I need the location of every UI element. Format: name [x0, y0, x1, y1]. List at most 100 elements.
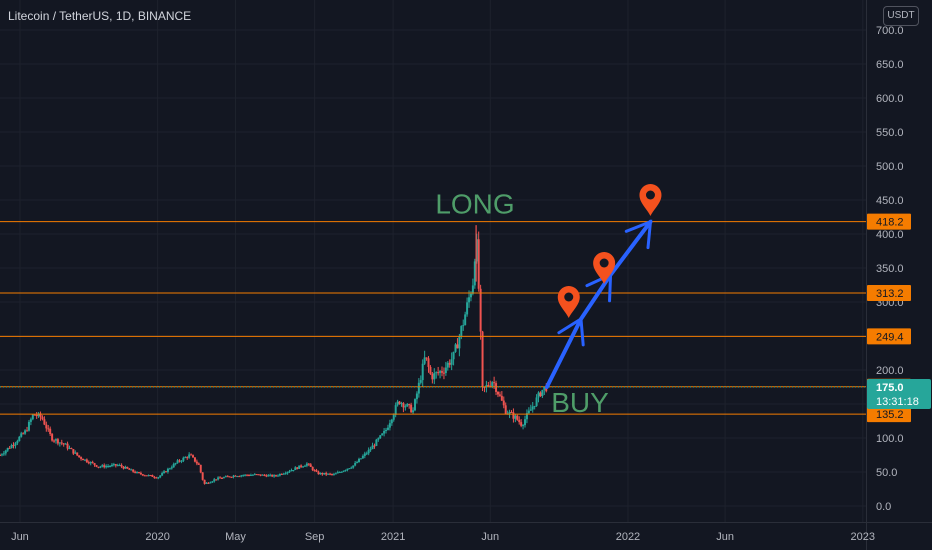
candle-body	[334, 473, 337, 475]
candle-body	[373, 445, 376, 447]
candle-body	[120, 465, 123, 467]
candle-body	[72, 449, 75, 454]
x-tick-label: Jun	[481, 531, 499, 543]
candle-body	[288, 471, 291, 473]
y-tick-label: 0.0	[876, 501, 891, 513]
level-price-label: 313.2	[876, 288, 904, 300]
candle-body	[199, 464, 202, 473]
countdown-label: 13:31:18	[876, 396, 919, 408]
map-pin-shape	[639, 184, 662, 216]
candle-body	[220, 477, 223, 479]
candle-body	[286, 471, 289, 474]
level-price-tag	[867, 328, 911, 345]
y-tick-label: 350.0	[876, 263, 904, 275]
candle-body	[39, 413, 42, 418]
candle-body	[105, 466, 108, 468]
candle-body	[178, 460, 181, 462]
candle-body	[419, 380, 422, 383]
candle-body	[504, 405, 507, 414]
candle-body	[93, 463, 96, 466]
candle-body	[193, 457, 196, 462]
candle-body	[473, 261, 476, 286]
candle-body	[282, 473, 285, 475]
candle-body	[114, 464, 117, 466]
candle-body	[313, 470, 316, 472]
candle-body	[26, 430, 29, 432]
candle-body	[359, 458, 362, 460]
x-tick-label: 2022	[616, 531, 640, 543]
candle-body	[433, 373, 436, 380]
candle-body	[128, 468, 131, 470]
candle-body	[396, 401, 399, 406]
symbol-title: Litecoin / TetherUS, 1D, BINANCE	[8, 9, 192, 23]
candle-body	[203, 479, 206, 484]
candle-body	[273, 475, 276, 477]
candle-body	[527, 410, 530, 414]
candle-body	[43, 419, 46, 425]
candle-body	[500, 395, 503, 401]
candle-body	[330, 473, 333, 475]
candle-body	[452, 351, 455, 360]
candle-body	[435, 372, 438, 374]
candle-body	[18, 436, 21, 442]
candle-body	[311, 466, 314, 471]
candle-body	[217, 477, 220, 480]
candle-body	[192, 455, 195, 458]
level-price-label: 135.2	[876, 409, 904, 421]
map-pin-hole	[645, 190, 655, 200]
candle-body	[230, 476, 233, 478]
candle-body	[493, 382, 496, 384]
candle-body	[442, 372, 445, 374]
candle-body	[350, 467, 353, 469]
x-tick-label: Jun	[11, 531, 29, 543]
candle-body	[545, 387, 548, 392]
candle-body	[514, 415, 517, 419]
candle-body	[10, 445, 13, 449]
candle-body	[263, 474, 266, 476]
candle-body	[255, 474, 258, 476]
candle-body	[116, 465, 119, 467]
candle-body	[302, 466, 305, 468]
candle-body	[53, 440, 56, 442]
candle-body	[475, 239, 478, 262]
candle-body	[327, 473, 330, 475]
candle-body	[107, 466, 110, 468]
candle-body	[439, 371, 442, 373]
map-pin-icon	[639, 184, 662, 216]
candle-body	[406, 404, 409, 407]
annotation-buy: BUY	[551, 387, 609, 418]
candle-body	[543, 387, 546, 390]
candle-body	[41, 417, 44, 420]
candle-body	[369, 449, 372, 451]
map-pin-shape	[593, 252, 616, 284]
candle-body	[180, 460, 183, 462]
candle-body	[323, 472, 326, 475]
candle-body	[479, 288, 482, 332]
level-price-label: 249.4	[876, 331, 904, 343]
candle-body	[174, 463, 177, 465]
x-tick-label: May	[225, 531, 246, 543]
candle-body	[147, 475, 150, 477]
candle-body	[408, 404, 411, 406]
candle-body	[236, 476, 239, 478]
candle-body	[83, 459, 86, 461]
candle-body	[300, 465, 303, 467]
currency-selector[interactable]: USDT	[883, 6, 919, 26]
candle-body	[460, 326, 463, 337]
y-tick-label: 450.0	[876, 195, 904, 207]
candle-body	[346, 468, 349, 471]
candle-body	[367, 449, 370, 454]
candle-body	[491, 382, 494, 387]
candle-body	[309, 464, 312, 467]
candle-body	[315, 470, 318, 472]
candle-body	[60, 442, 63, 444]
candle-body	[381, 433, 384, 436]
candle-body	[352, 465, 355, 468]
y-tick-label: 700.0	[876, 25, 904, 37]
candle-body	[495, 383, 498, 392]
candle-body	[137, 472, 140, 474]
candle-body	[182, 457, 185, 461]
candle-body	[80, 457, 83, 459]
candle-body	[244, 474, 247, 476]
